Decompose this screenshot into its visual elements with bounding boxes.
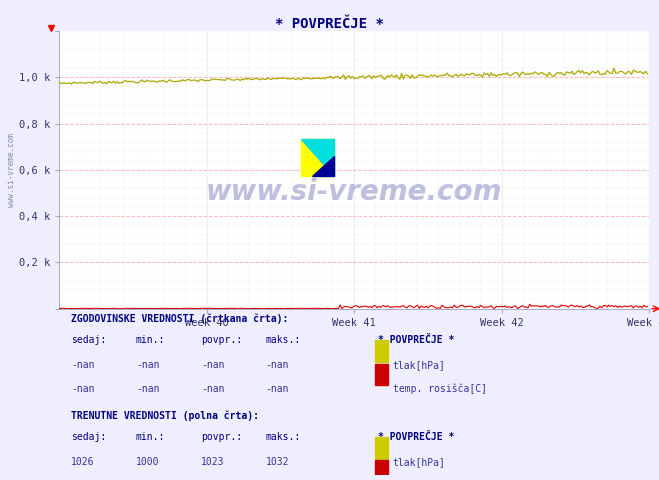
Bar [375,340,388,362]
Text: -nan: -nan [71,384,95,394]
Polygon shape [301,139,333,176]
Text: sedaj:: sedaj: [71,432,106,442]
Text: -nan: -nan [136,360,159,370]
Text: -nan: -nan [71,360,95,370]
Text: 1026: 1026 [71,457,95,467]
Text: temp. rosišča[C]: temp. rosišča[C] [393,384,486,394]
Text: -nan: -nan [201,360,224,370]
Text: maks.:: maks.: [266,336,301,345]
Bar [375,364,388,385]
Text: * POVPREČJE *: * POVPREČJE * [378,336,454,345]
Y-axis label: www.si-vreme.com: www.si-vreme.com [7,133,16,207]
Bar [375,460,388,480]
Bar [375,437,388,458]
Text: -nan: -nan [266,360,289,370]
Text: tlak[hPa]: tlak[hPa] [393,457,445,467]
Text: -nan: -nan [201,384,224,394]
Text: * POVPREČJE *: * POVPREČJE * [378,432,454,442]
Text: min.:: min.: [136,432,165,442]
Text: 1032: 1032 [266,457,289,467]
Text: povpr.:: povpr.: [201,336,242,345]
Text: maks.:: maks.: [266,432,301,442]
Polygon shape [312,156,333,176]
Text: sedaj:: sedaj: [71,336,106,345]
Text: 1000: 1000 [136,457,159,467]
Text: -nan: -nan [136,384,159,394]
Bar [301,139,333,176]
Text: 1023: 1023 [201,457,224,467]
Text: min.:: min.: [136,336,165,345]
Text: tlak[hPa]: tlak[hPa] [393,360,445,370]
Text: ZGODOVINSKE VREDNOSTI (črtkana črta):: ZGODOVINSKE VREDNOSTI (črtkana črta): [71,314,289,324]
Text: TRENUTNE VREDNOSTI (polna črta):: TRENUTNE VREDNOSTI (polna črta): [71,410,259,421]
Text: www.si-vreme.com: www.si-vreme.com [206,178,502,206]
Text: povpr.:: povpr.: [201,432,242,442]
Text: -nan: -nan [266,384,289,394]
Text: * POVPREČJE *: * POVPREČJE * [275,17,384,31]
